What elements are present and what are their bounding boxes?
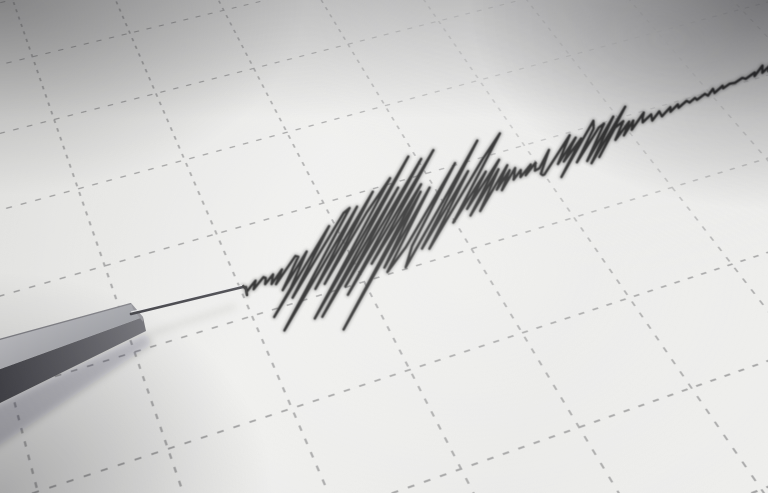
film-grain-overlay <box>0 0 768 493</box>
seismograph-photo <box>0 0 768 493</box>
